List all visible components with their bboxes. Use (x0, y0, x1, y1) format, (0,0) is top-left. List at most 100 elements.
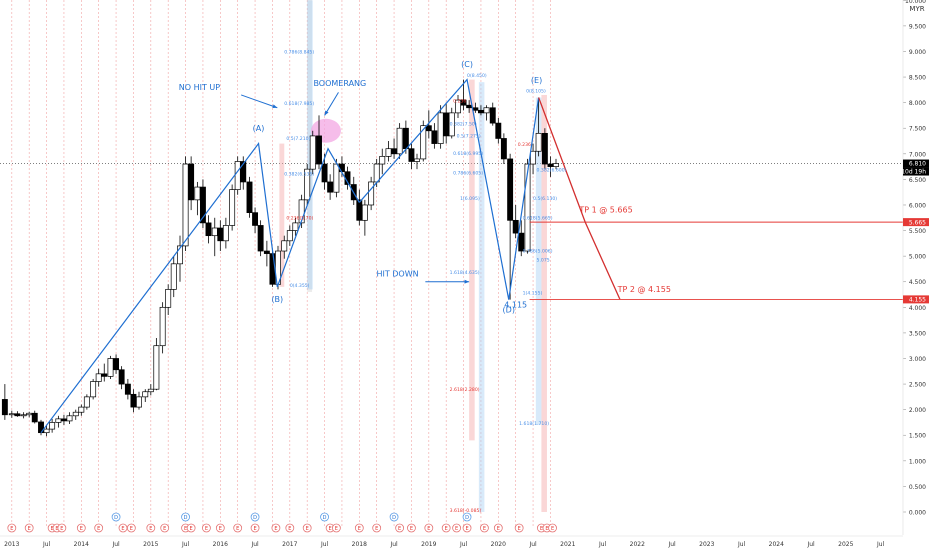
candle-up (379, 156, 386, 165)
dividend-marker[interactable] (462, 512, 472, 522)
earnings-marker[interactable] (372, 523, 382, 533)
y-tick-label: 4.000 (909, 305, 926, 312)
candle-down (466, 104, 473, 109)
fib-level-label: 0.618(7.985) (284, 101, 314, 107)
hit-down-arrow-head (464, 279, 470, 284)
x-tick-label: 2016 (213, 541, 228, 548)
fib-level-label: 5.075 (537, 257, 550, 263)
dividend-marker[interactable] (389, 512, 399, 522)
earnings-marker[interactable] (146, 523, 156, 533)
gray-band (307, 0, 313, 292)
y-tick-label: 4.500 (909, 279, 926, 286)
earnings-marker[interactable] (514, 523, 524, 533)
fib-level-label: 1.618(4.635) (450, 270, 480, 276)
candle-up (49, 422, 56, 430)
projection-line (538, 97, 621, 300)
earnings-marker[interactable] (452, 523, 462, 533)
earnings-marker[interactable] (202, 523, 211, 533)
candle-up (333, 163, 340, 193)
dividend-marker-glyph: D (114, 515, 118, 521)
labels-layer: 0.786(8.845) 0.618(7.985) 0.5(7.210) 0.382(… (179, 50, 671, 514)
candle-down (101, 373, 108, 377)
candle-up (298, 199, 305, 224)
chart-annotation: HIT DOWN (376, 270, 418, 279)
earnings-marker[interactable] (407, 523, 416, 533)
x-tick-label: Jul (737, 541, 746, 548)
dividend-marker[interactable] (111, 512, 121, 522)
x-tick-label: 2020 (491, 541, 506, 548)
candle-up (20, 414, 27, 417)
candle-down (477, 109, 484, 114)
x-tick-label: 2025 (838, 541, 853, 548)
earnings-marker-glyph: E (358, 526, 361, 532)
x-axis[interactable]: 2013 Jul 2014 Jul 2015 Jul 2016 Jul 2017 Jul 2018 J… (0, 535, 903, 548)
candle-up (83, 396, 90, 408)
earnings-marker-glyph: E (497, 526, 500, 532)
earnings-marker[interactable] (395, 523, 405, 533)
earnings-marker[interactable] (126, 523, 136, 533)
earnings-marker[interactable] (441, 523, 451, 533)
current-price-label: 6.810 (909, 161, 926, 168)
earnings-marker[interactable] (354, 523, 364, 533)
earnings-marker[interactable] (76, 523, 86, 533)
earnings-marker[interactable] (285, 523, 295, 533)
y-axis[interactable]: MYR 0.000 0.500 1.000 1.500 2.000 2.500 3.000 3… (901, 0, 929, 535)
y-tick-label: 8.000 (909, 100, 926, 107)
x-tick-label: 2019 (421, 541, 436, 548)
earnings-marker[interactable] (493, 523, 503, 533)
earnings-marker[interactable] (424, 523, 434, 533)
x-tick-label: 2021 (560, 541, 575, 548)
fib-level-label: 0.786(8.845) (284, 50, 314, 56)
candle-down (443, 112, 450, 137)
x-tick-label: 2024 (769, 541, 784, 548)
x-tick-label: Jul (598, 541, 607, 548)
candle-up (385, 148, 392, 157)
earnings-marker-glyph: E (375, 526, 378, 532)
earnings-marker[interactable] (186, 523, 196, 533)
boomerang-arrow-head (324, 110, 329, 116)
dividend-marker[interactable] (250, 512, 260, 522)
fib-level-label: 1(6.095) (460, 196, 480, 202)
earnings-marker-glyph: E (190, 526, 193, 532)
x-tick-label: 2018 (352, 541, 367, 548)
candle-down (431, 130, 438, 144)
candle-up (414, 158, 420, 162)
fib-level-label: 2.618(2.280) (450, 387, 480, 393)
candle-up (78, 406, 85, 413)
earnings-marker[interactable] (160, 523, 170, 533)
dividend-marker[interactable] (320, 512, 329, 522)
earnings-marker-glyph: E (130, 526, 133, 532)
earnings-marker[interactable] (462, 523, 472, 533)
earnings-marker[interactable] (215, 523, 225, 533)
earnings-marker[interactable] (7, 523, 17, 533)
candle-down (263, 250, 270, 254)
y-tick-label: 0.500 (909, 484, 926, 491)
earnings-marker[interactable] (233, 523, 243, 533)
earnings-marker[interactable] (302, 523, 312, 533)
earnings-marker[interactable] (331, 523, 341, 533)
earnings-marker-glyph: E (288, 526, 291, 532)
earnings-marker[interactable] (250, 523, 260, 533)
x-tick-label: 2015 (143, 541, 158, 548)
y-tick-label: 2.500 (909, 382, 926, 389)
candle-up (182, 163, 189, 247)
candle-down (199, 186, 206, 224)
candle-down (113, 358, 120, 371)
candle-up (194, 186, 201, 201)
chart-annotation: NO HIT UP (179, 83, 220, 92)
earnings-marker-glyph: E (51, 526, 54, 532)
x-tick-label: 2022 (630, 541, 645, 548)
dividend-marker[interactable] (181, 512, 190, 522)
earnings-marker[interactable] (548, 523, 557, 533)
candle-down (60, 418, 67, 422)
earnings-marker[interactable] (57, 523, 67, 533)
earnings-marker[interactable] (24, 523, 34, 533)
fib-level-label: 0.786(6.605) (453, 170, 483, 176)
earnings-marker[interactable] (480, 523, 489, 533)
fib-level-label: 0.618(6.995) (453, 151, 483, 157)
candle-up (222, 225, 229, 242)
earnings-marker[interactable] (271, 523, 281, 533)
earnings-marker-glyph: E (10, 526, 13, 532)
earnings-marker[interactable] (94, 523, 104, 533)
